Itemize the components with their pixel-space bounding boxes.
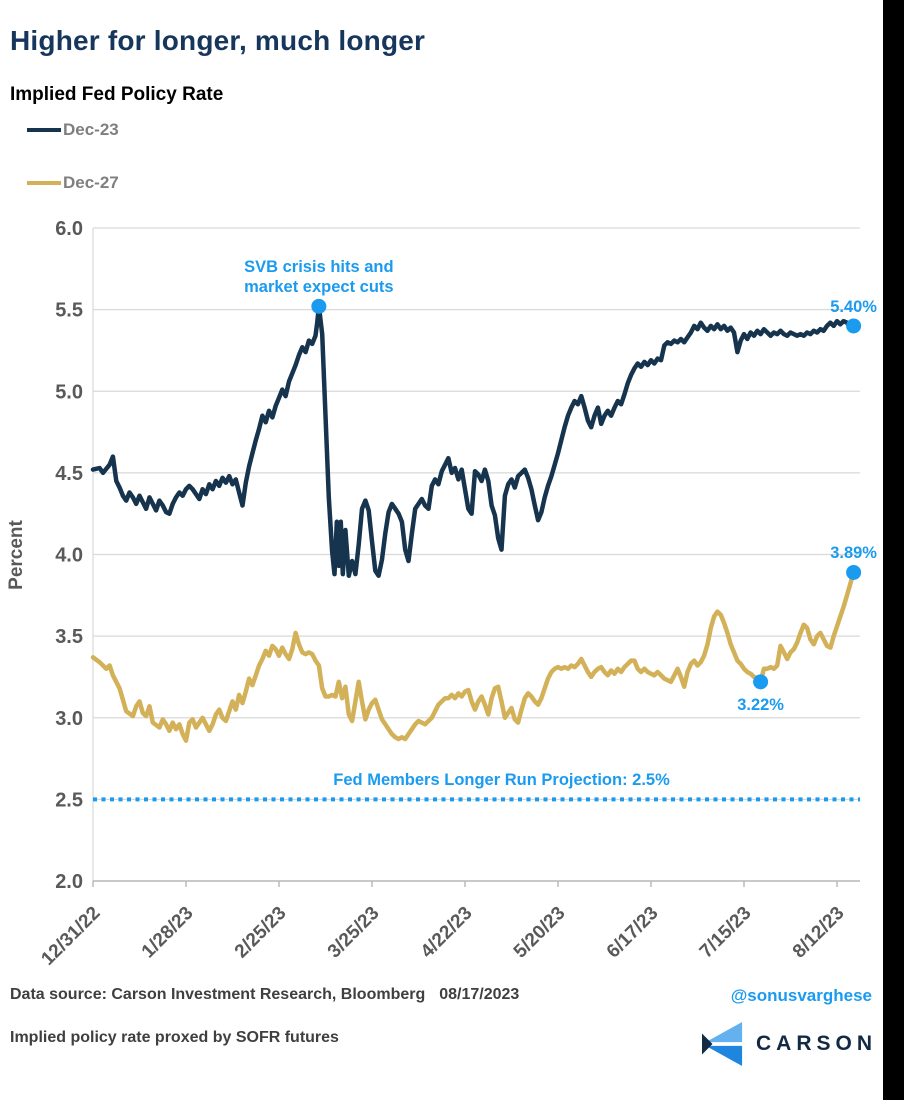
screen-edge-strip (883, 0, 904, 1100)
y-tick-label: 3.0 (55, 708, 83, 730)
line-chart: 12/31/22 1/28/23 2/25/23 3/25/23 4/22/23 5/20… (6, 218, 862, 970)
logo-triangle-arrow (701, 1033, 713, 1055)
footnote: Implied policy rate proxed by SOFR futur… (10, 1029, 339, 1046)
carson-logo: CARSON (701, 1021, 877, 1067)
page-title: Higher for longer, much longer (10, 24, 426, 56)
x-tick-label: 5/20/23 (510, 903, 570, 963)
y-tick-label: 6.0 (55, 218, 83, 240)
as-of-date: 08/17/2023 (439, 986, 520, 1003)
x-tick-label: 2/25/23 (231, 903, 291, 963)
y-axis-title: Percent (6, 519, 27, 589)
x-tick-label: 1/28/23 (138, 903, 198, 963)
y-tick-label: 3.5 (55, 626, 83, 648)
series-line-dec-23 (90, 304, 856, 578)
legend-label: Dec-27 (63, 173, 119, 192)
marker-dot (846, 564, 862, 580)
source-text: Data source: Carson Investment Research,… (10, 986, 426, 1003)
x-tick-label: 7/15/23 (696, 903, 756, 963)
y-tick-label: 2.0 (55, 871, 83, 893)
x-tick-label: 12/31/22 (37, 903, 104, 970)
series-line-dec-27 (90, 570, 856, 743)
marker-dot (846, 318, 862, 334)
x-tick-label: 6/17/23 (603, 903, 663, 963)
logo-triangle-top (705, 1022, 743, 1043)
x-tick-label: 3/25/23 (324, 903, 384, 963)
legend-line-swatch-gold (27, 181, 61, 185)
marker-dot (753, 674, 769, 690)
legend-item-dec-27: Dec-27 (27, 171, 119, 195)
twitter-handle-link[interactable]: @sonusvarghese (730, 986, 872, 1005)
y-tick-label: 2.5 (55, 789, 83, 811)
marker-dot (311, 298, 327, 314)
y-tick-label: 5.0 (55, 381, 83, 403)
legend-line-swatch-navy (27, 128, 61, 132)
legend-item-dec-23: Dec-23 (27, 118, 119, 142)
carson-chevron-icon (701, 1022, 743, 1066)
x-tick-label: 8/12/23 (789, 903, 849, 963)
x-tick-label: 4/22/23 (417, 903, 477, 963)
chart-title: Implied Fed Policy Rate (10, 83, 224, 105)
y-tick-label: 4.5 (55, 463, 83, 485)
y-tick-label: 4.0 (55, 545, 83, 567)
logo-wordmark: CARSON (755, 1032, 877, 1055)
data-source: Data source: Carson Investment Research,… (10, 986, 519, 1004)
logo-triangle-bottom (705, 1045, 743, 1066)
legend: Dec-23 Dec-27 (27, 118, 119, 224)
y-tick-label: 5.5 (55, 300, 83, 322)
legend-label: Dec-23 (63, 120, 119, 139)
